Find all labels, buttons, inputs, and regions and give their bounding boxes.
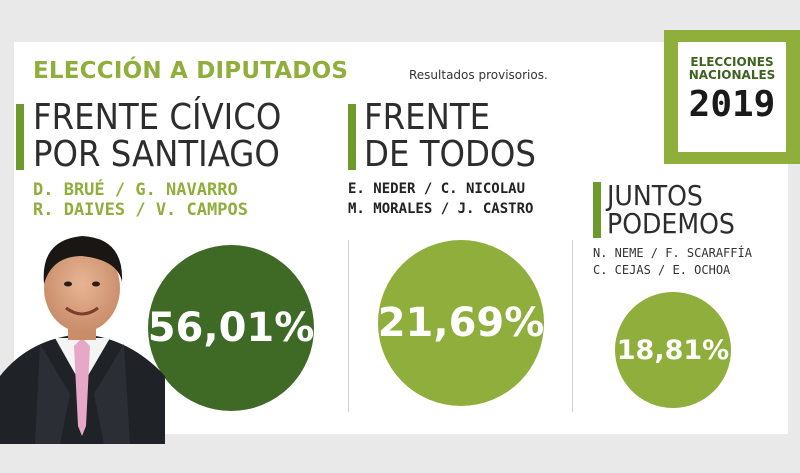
party-2-accent-bar: [348, 104, 356, 170]
badge-line-nacionales: NACIONALES: [688, 68, 776, 82]
party-1-percent-circle: 56,01%: [148, 245, 314, 411]
column-separator-1: [348, 240, 349, 412]
party-3-accent-bar: [593, 182, 601, 238]
badge-year: 2019: [688, 84, 776, 125]
party-3-name-line2: PODEMOS: [607, 207, 735, 240]
party-3-percent-circle: 18,81%: [615, 292, 731, 408]
election-badge-inner: ELECCIONES NACIONALES 2019: [678, 42, 786, 152]
party-1-percent: 56,01%: [147, 305, 315, 351]
party-2-candidates-line2: M. MORALES / J. CASTRO: [348, 201, 534, 217]
party-1-accent-bar: [16, 104, 24, 170]
column-separator-2: [572, 240, 573, 412]
party-2-candidates-line1: E. NEDER / C. NICOLAU: [348, 181, 526, 197]
party-1-name-line2: POR SANTIAGO: [33, 134, 280, 175]
candidate-photo: [0, 236, 165, 444]
party-3-percent: 18,81%: [616, 334, 730, 366]
page-title: ELECCIÓN A DIPUTADOS: [33, 58, 349, 84]
party-2-percent-circle: 21,69%: [378, 240, 544, 406]
badge-line-elecciones: ELECCIONES: [690, 55, 774, 69]
party-3-candidates-line2: C. CEJAS / E. OCHOA: [593, 263, 731, 277]
party-2-name-line2: DE TODOS: [364, 134, 536, 175]
party-3-name-line1: JUNTOS: [607, 179, 703, 212]
party-1-candidates-line2: R. DAIVES / V. CAMPOS: [33, 200, 248, 220]
party-1-name-line1: FRENTE CÍVICO: [33, 97, 282, 138]
party-2-percent: 21,69%: [377, 300, 545, 346]
party-1-candidates-line1: D. BRUÉ / G. NAVARRO: [33, 180, 238, 200]
party-2-name-line1: FRENTE: [364, 97, 491, 138]
party-3-candidates-line1: N. NEME / F. SCARAFFÍA: [593, 246, 752, 260]
page-subtitle: Resultados provisorios.: [409, 68, 548, 82]
